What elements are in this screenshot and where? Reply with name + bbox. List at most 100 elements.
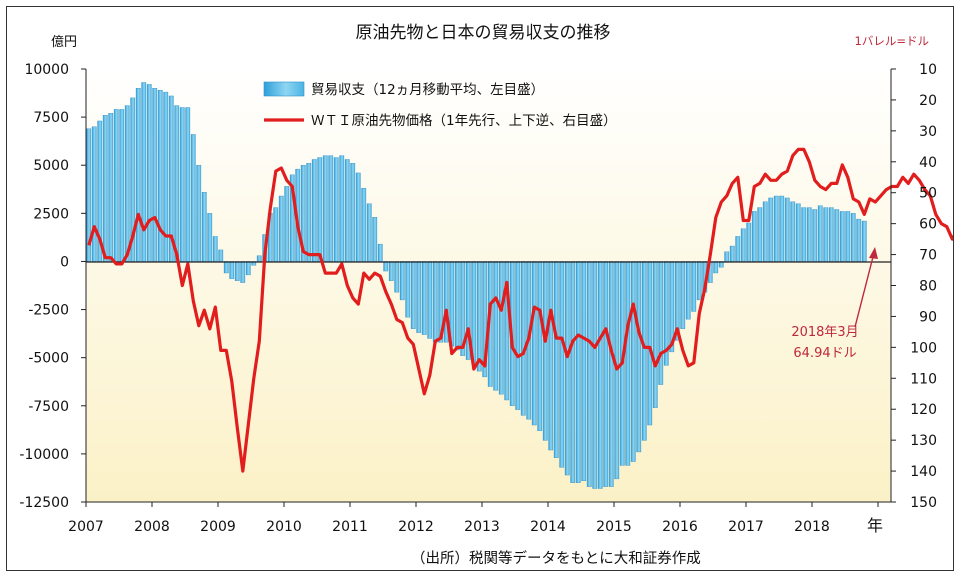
right-tick-label: 20: [919, 93, 937, 109]
left-tick-label: 0: [60, 254, 69, 270]
trade-balance-bar: [592, 261, 598, 489]
trade-balance-bar: [564, 261, 570, 476]
trade-balance-bar: [234, 261, 240, 281]
trade-balance-bar: [229, 261, 235, 279]
annotation-value: 64.94ドル: [793, 346, 856, 361]
trade-balance-bar: [823, 207, 829, 262]
trade-balance-bar: [245, 261, 251, 276]
x-tick-label: 2007: [68, 519, 104, 535]
chart-title: 原油先物と日本の貿易収支の推移: [356, 23, 611, 43]
right-tick-label: 40: [919, 155, 937, 171]
trade-balance-bar: [366, 203, 372, 262]
trade-balance-bar: [691, 261, 697, 312]
trade-balance-bar: [306, 163, 312, 262]
trade-balance-bar: [196, 165, 202, 262]
left-tick-label: 10000: [24, 62, 69, 78]
chart-svg: 2007 2008 2009 2010 2011 2012 2013 2014 2015 2016…: [19, 23, 953, 567]
trade-balance-bar: [410, 261, 416, 329]
trade-balance-bar: [735, 236, 741, 262]
trade-balance-bar: [570, 261, 576, 483]
right-tick-label: 120: [910, 402, 937, 418]
trade-balance-bar: [597, 261, 603, 489]
trade-balance-bar: [223, 261, 229, 274]
trade-balance-bar: [311, 159, 317, 262]
trade-balance-bar: [157, 89, 163, 262]
x-tick-label: 2014: [530, 519, 566, 535]
left-tick-label: 5000: [33, 158, 69, 174]
legend-swatch-trade-balance: [263, 81, 305, 97]
x-axis-unit: 年: [867, 516, 883, 535]
trade-balance-bar: [784, 197, 790, 262]
trade-balance-bar: [421, 261, 427, 335]
trade-balance-bar: [839, 211, 845, 262]
trade-balance-bar: [113, 109, 119, 262]
trade-balance-bar: [680, 261, 686, 329]
right-axis-unit: 1バレル=ドル: [855, 34, 929, 48]
trade-balance-bar: [581, 261, 587, 482]
right-axis-ticks: 10 20 30 40 50 60 70 80 90 100 110 120 130 140 150: [891, 62, 937, 511]
annotation-arrow-line: [854, 252, 875, 328]
trade-balance-bar: [724, 251, 730, 262]
trade-balance-bar: [212, 236, 218, 262]
trade-balance-bar: [762, 201, 768, 262]
trade-balance-bar: [416, 261, 422, 333]
trade-balance-bar: [845, 211, 851, 262]
right-tick-label: 50: [919, 186, 937, 202]
x-axis-ticks: 2007 2008 2009 2010 2011 2012 2013 2014 2015 2016…: [68, 502, 879, 535]
trade-balance-bar: [768, 197, 774, 262]
trade-balance-bar: [152, 88, 158, 262]
trade-balance-bar: [817, 205, 823, 262]
trade-balance-bar: [339, 155, 345, 262]
right-tick-label: 10: [919, 62, 937, 78]
trade-balance-bar: [625, 261, 631, 466]
left-tick-label: 7500: [33, 110, 69, 126]
x-tick-label: 2017: [728, 519, 764, 535]
trade-balance-bar: [850, 213, 856, 262]
trade-balance-bar: [658, 261, 664, 385]
trade-balance-bar: [405, 261, 411, 318]
right-tick-label: 110: [910, 371, 937, 387]
trade-balance-bar: [520, 261, 526, 416]
trade-balance-bar: [751, 211, 757, 262]
x-tick-label: 2012: [398, 519, 434, 535]
trade-balance-bar: [856, 218, 862, 262]
left-axis-ticks: 10000 7500 5000 2500 0 -2500 -5000 -7500 -10000 -…: [19, 62, 86, 511]
x-tick-label: 2011: [332, 519, 368, 535]
trade-balance-bar: [603, 261, 609, 487]
x-tick-label: 2013: [464, 519, 500, 535]
trade-balance-bar: [256, 255, 262, 262]
trade-balance-bar: [218, 249, 224, 262]
trade-balance-bar: [696, 261, 702, 301]
right-tick-label: 60: [919, 217, 937, 233]
right-tick-label: 30: [919, 124, 937, 140]
trade-balance-bar: [630, 261, 636, 462]
legend-label-trade-balance: 貿易収支（12ヵ月移動平均、左目盛）: [311, 82, 544, 98]
trade-balance-bar: [575, 261, 581, 483]
trade-balance-bar: [383, 261, 389, 272]
trade-balance-bar: [284, 186, 290, 262]
left-tick-label: 2500: [33, 206, 69, 222]
right-tick-label: 150: [910, 495, 937, 511]
trade-balance-bar: [185, 107, 191, 262]
trade-balance-bar: [493, 261, 499, 391]
trade-balance-bar: [273, 207, 279, 262]
trade-balance-bar: [355, 172, 361, 262]
trade-balance-bar: [548, 261, 554, 451]
trade-balance-bar: [201, 191, 207, 262]
trade-balance-bar: [317, 157, 323, 262]
trade-balance-bar: [773, 195, 779, 262]
trade-balance-bar: [685, 261, 691, 320]
trade-balance-bar: [828, 207, 834, 262]
trade-balance-bar: [91, 126, 97, 262]
legend-label-wti: ＷＴＩ原油先物価格（1年先行、上下逆、右目盛）: [311, 113, 617, 129]
trade-balance-bar: [344, 159, 350, 262]
left-tick-label: -5000: [28, 351, 69, 367]
right-tick-label: 140: [910, 464, 937, 480]
trade-balance-bar: [746, 222, 752, 262]
trade-balance-bar: [394, 261, 400, 293]
trade-balance-bar: [328, 155, 334, 262]
annotation: 2018年3月 64.94ドル: [791, 247, 878, 361]
trade-balance-bar: [141, 82, 147, 262]
trade-balance-bar: [240, 261, 246, 283]
trade-balance-bar: [537, 261, 543, 431]
